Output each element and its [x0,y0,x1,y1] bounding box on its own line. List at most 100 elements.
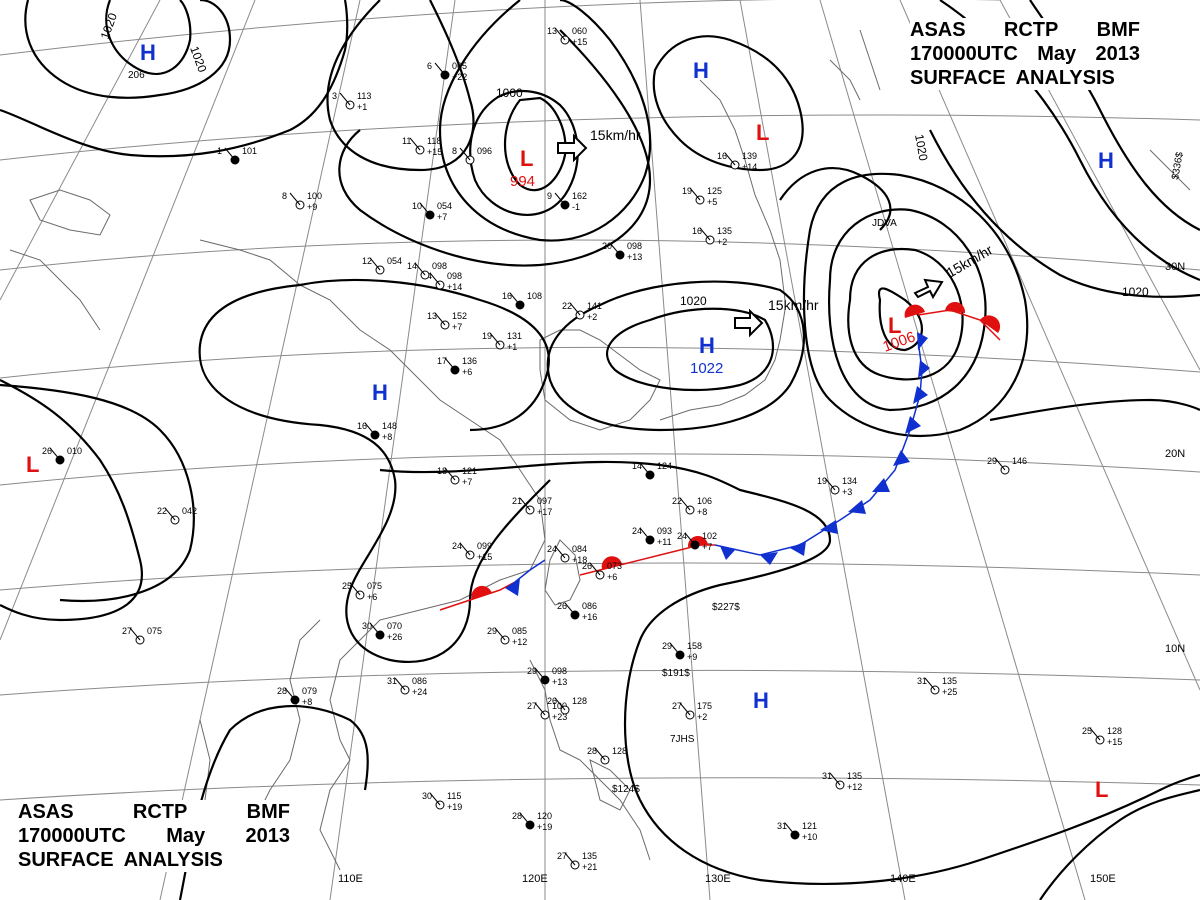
station-pressure: 060 [572,26,587,36]
isobar [546,280,806,432]
station-plot: 14 124 [632,461,672,480]
station-temperature: 8 [282,191,287,201]
station-tendency: +2 [717,237,727,247]
station-plot: 27 135+21 [557,851,597,872]
station-temperature: 9 [547,191,552,201]
station-plot: 28 120+19 [512,811,552,832]
title-line: 170000UTC May 2013 [910,42,1140,66]
station-tendency: +15 [427,147,442,157]
station-pressure: 075 [147,626,162,636]
station-temperature: 24 [632,526,642,536]
coastline [829,59,861,101]
station-plot: 26 010 [42,446,82,465]
station-tendency: +8 [382,432,392,442]
station-tendency: +15 [1107,737,1122,747]
station-temperature: 14 [407,261,417,271]
station-pressure: 135 [847,771,862,781]
title-word: ANALYSIS [123,849,223,871]
station-temperature: 18 [437,466,447,476]
isobar-label: 1020 [1122,285,1149,299]
station-temperature: 27 [557,851,567,861]
station-temperature: 22 [672,496,682,506]
wind-barb-icon [589,562,601,576]
isobar [606,307,774,392]
station-tendency: +7 [702,542,712,552]
isobar [1039,788,1200,900]
station-plot: 31 121+10 [777,821,817,842]
station-temperature: 26 [557,601,567,611]
station-plot: 16 108 [502,291,542,310]
station-tendency: +25 [942,687,957,697]
coastlines [9,29,1191,871]
title-word: RCTP [1003,19,1059,41]
station-temperature: 31 [917,676,927,686]
station-temperature: 27 [122,626,132,636]
cold-front-barb [872,478,890,492]
title-word: BMF [246,801,290,823]
cold-front [714,339,923,556]
station-tendency: +26 [387,632,402,642]
coordinate-labels: 110E 120E 130E 140E 150E 30N 20N 10N [338,261,1185,885]
station-pressure: 135 [942,676,957,686]
station-temperature: 16 [502,291,512,301]
station-pressure: 175 [697,701,712,711]
coastline [299,284,546,871]
station-temperature: 20 [602,241,612,251]
station-plot: 24 099+15 [452,541,492,562]
station-temperature: 21 [512,496,522,506]
station-plot: 21 097+17 [512,496,552,517]
wind-barb-icon [349,582,361,596]
meridian-line [639,0,711,900]
station-plot: 31 135+25 [917,676,957,697]
title-line: SURFACE ANALYSIS [910,66,1140,90]
wind-barb-icon [409,137,421,151]
longitude-label: 150E [1090,873,1116,885]
wind-barb-icon [494,627,506,641]
station-tendency: +6 [462,367,472,377]
station-plot: 29 085+12 [487,626,527,647]
station-tendency: +6 [367,592,377,602]
isobar-label: 1020 [187,44,209,74]
station-plot: 24 093+11 [632,526,672,547]
title-word: ASAS [18,801,74,823]
station-pressure: 135 [717,226,732,236]
meridian-line [0,0,161,301]
wind-barb-icon [224,147,236,161]
station-plot: 19 134+3 [817,476,857,497]
wind-barb-icon [594,747,606,761]
meridian-line [819,0,1086,900]
wind-barb-icon [519,497,531,511]
station-plot: 27 100+23 [527,701,567,722]
station-pressure: 100 [307,191,322,201]
coastline [1149,149,1191,191]
station-pressure: 131 [507,331,522,341]
high-pressure-center: H [693,58,709,83]
chart-title-bottom-left: ASAS RCTP BMF 170000UTC May 2013 SURFACE… [18,800,290,872]
station-temperature: 16 [717,151,727,161]
station-temperature: 26 [582,561,592,571]
wind-barb-icon [784,822,796,836]
longitude-label: 130E [705,873,731,885]
wind-barb-icon [394,677,406,691]
wind-barb-icon [164,507,176,521]
wind-barb-icon [429,272,441,286]
longitude-label: 140E [890,873,916,885]
wind-barb-icon [1089,727,1101,741]
cold-front-barb [820,520,838,534]
fronts [439,301,1001,611]
station-pressure: 125 [707,186,722,196]
motion-arrow-icon [913,278,944,300]
station-temperature: 25 [1082,726,1092,736]
station-pressure: 070 [387,621,402,631]
station-temperature: 29 [987,456,997,466]
parallel-line [0,0,1000,56]
wind-barb-icon [639,462,651,476]
cold-front-barb [790,541,806,556]
wind-barb-icon [534,667,546,681]
station-plot: 6 065+22 [427,61,467,82]
station-pressure: 098 [552,666,567,676]
station-pressure: 073 [607,561,622,571]
station-pressure: 139 [742,151,757,161]
